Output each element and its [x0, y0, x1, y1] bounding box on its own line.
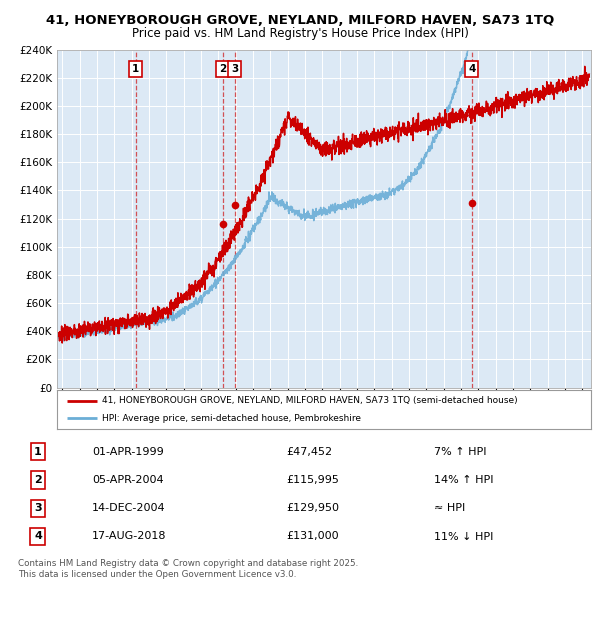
Text: 3: 3: [34, 503, 42, 513]
Text: Price paid vs. HM Land Registry's House Price Index (HPI): Price paid vs. HM Land Registry's House …: [131, 27, 469, 40]
Text: 4: 4: [468, 64, 476, 74]
Text: 4: 4: [34, 531, 42, 541]
Text: 14-DEC-2004: 14-DEC-2004: [92, 503, 166, 513]
Text: 01-APR-1999: 01-APR-1999: [92, 447, 164, 457]
Text: 1: 1: [132, 64, 140, 74]
Text: £131,000: £131,000: [286, 531, 338, 541]
Text: 14% ↑ HPI: 14% ↑ HPI: [434, 475, 494, 485]
Text: HPI: Average price, semi-detached house, Pembrokeshire: HPI: Average price, semi-detached house,…: [103, 414, 361, 423]
Text: 11% ↓ HPI: 11% ↓ HPI: [434, 531, 493, 541]
Text: 3: 3: [231, 64, 239, 74]
Text: £129,950: £129,950: [286, 503, 339, 513]
Text: 7% ↑ HPI: 7% ↑ HPI: [434, 447, 487, 457]
Text: 1: 1: [34, 447, 42, 457]
Text: 2: 2: [219, 64, 227, 74]
Text: 17-AUG-2018: 17-AUG-2018: [92, 531, 167, 541]
Text: Contains HM Land Registry data © Crown copyright and database right 2025.
This d: Contains HM Land Registry data © Crown c…: [18, 559, 358, 578]
Text: 2: 2: [34, 475, 42, 485]
Text: 41, HONEYBOROUGH GROVE, NEYLAND, MILFORD HAVEN, SA73 1TQ (semi-detached house): 41, HONEYBOROUGH GROVE, NEYLAND, MILFORD…: [103, 396, 518, 405]
Text: £115,995: £115,995: [286, 475, 339, 485]
Text: 41, HONEYBOROUGH GROVE, NEYLAND, MILFORD HAVEN, SA73 1TQ: 41, HONEYBOROUGH GROVE, NEYLAND, MILFORD…: [46, 14, 554, 27]
Text: £47,452: £47,452: [286, 447, 332, 457]
Text: ≈ HPI: ≈ HPI: [434, 503, 466, 513]
Text: 05-APR-2004: 05-APR-2004: [92, 475, 164, 485]
